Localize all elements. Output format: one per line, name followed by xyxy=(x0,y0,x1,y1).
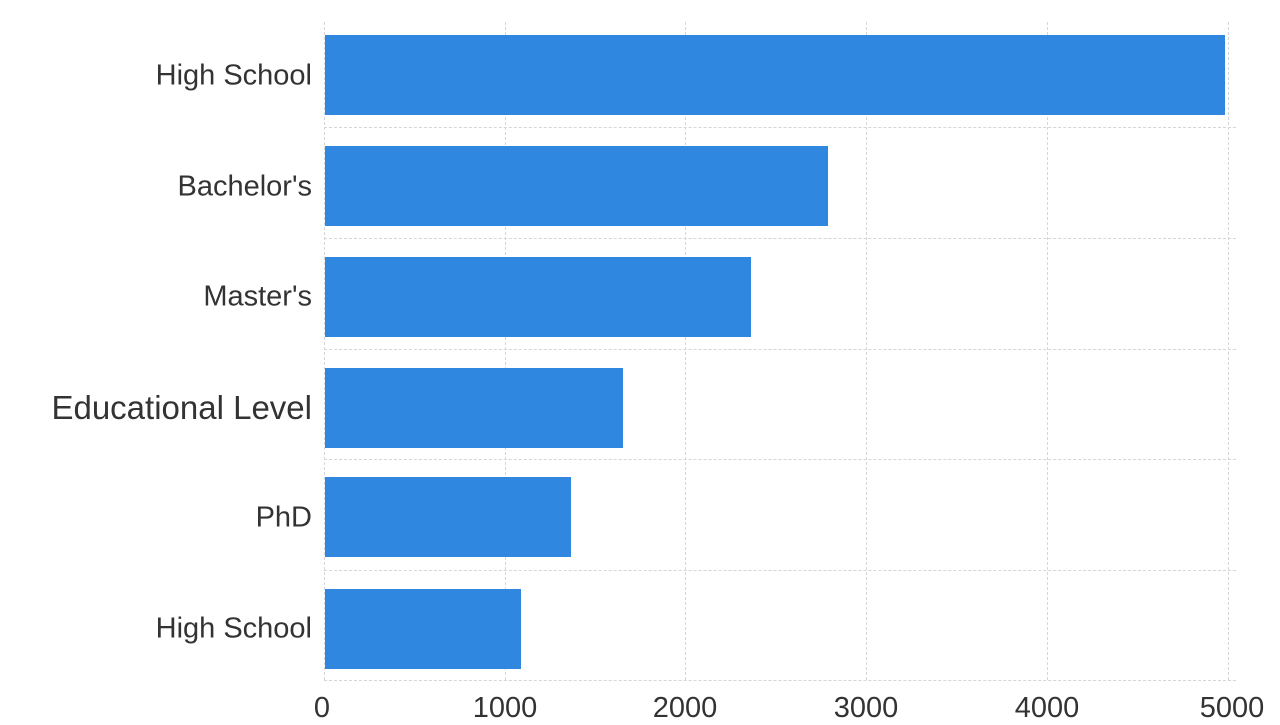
gridline-x-2000 xyxy=(685,22,686,680)
category-label: Educational Level xyxy=(51,389,312,426)
gridline-y xyxy=(324,127,1236,128)
category-label: Master's xyxy=(203,280,312,313)
gridline-y xyxy=(324,570,1236,571)
gridline-x-5000 xyxy=(1228,22,1229,680)
bar-educational-level xyxy=(325,368,623,448)
gridline-y xyxy=(324,349,1236,350)
bar-high-school-bottom xyxy=(325,589,521,669)
gridline-x-4000 xyxy=(1047,22,1048,680)
category-label: Bachelor's xyxy=(177,170,313,203)
category-label: PhD xyxy=(255,501,312,534)
gridline-y xyxy=(324,238,1236,239)
gridline-x-0 xyxy=(324,22,325,680)
category-label: High School xyxy=(155,612,312,645)
x-tick-label: 5000 xyxy=(1199,692,1265,724)
x-tick-label: 1000 xyxy=(472,692,538,724)
bar-bachelors xyxy=(325,146,828,226)
x-tick-label: 4000 xyxy=(1014,692,1080,724)
x-tick-label: 2000 xyxy=(652,692,718,724)
bar-high-school-top xyxy=(325,35,1225,115)
x-tick-label: 3000 xyxy=(833,692,899,724)
category-label: High School xyxy=(155,59,312,92)
gridline-x-3000 xyxy=(866,22,867,680)
bar-phd xyxy=(325,477,571,557)
bar-masters xyxy=(325,257,751,337)
x-tick-label: 0 xyxy=(313,692,331,724)
gridline-x-1000 xyxy=(505,22,506,680)
gridline-y xyxy=(324,459,1236,460)
gridline-y xyxy=(324,680,1236,681)
